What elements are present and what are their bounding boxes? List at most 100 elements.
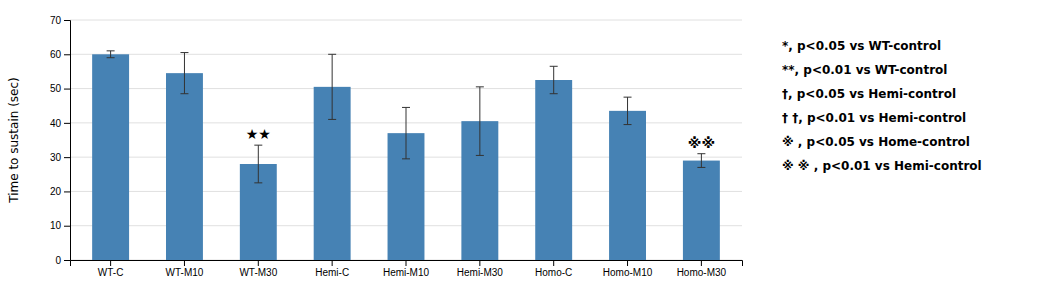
error-bar (550, 66, 558, 93)
error-cap (254, 182, 262, 183)
tick-label: Homo-C (535, 267, 572, 278)
error-line (258, 145, 259, 183)
tick: WT-C (98, 260, 124, 278)
error-line (479, 87, 480, 156)
tick: 0 (55, 255, 70, 266)
tick-mark (64, 54, 70, 55)
tick: 70 (50, 15, 70, 26)
tick: Hemi-M10 (383, 260, 430, 278)
grid-line (70, 20, 742, 21)
marks (92, 51, 720, 260)
tick-mark (406, 260, 407, 266)
error-bar (180, 53, 188, 94)
note: † †, p<0.01 vs Hemi-control (782, 111, 966, 125)
tick-label: 40 (50, 118, 62, 129)
tick-label: 50 (50, 83, 62, 94)
error-cap (328, 119, 336, 120)
error-bar (107, 51, 115, 58)
tick-label: 30 (50, 152, 62, 163)
tick-mark (64, 226, 70, 227)
chart: 0 10 20 30 40 50 60 70 WT-C WT-M10 WT-M30 Hemi-C Hem… (0, 0, 1062, 300)
tick-mark (64, 260, 70, 261)
tick: 50 (50, 83, 70, 94)
error-cap (328, 54, 336, 55)
tick: WT-M30 (239, 260, 277, 278)
annotation: ※※ (688, 135, 715, 151)
error-cap (107, 50, 115, 51)
tick-mark (64, 20, 70, 21)
tick-label: 70 (50, 15, 62, 26)
tick-label: 20 (50, 186, 62, 197)
error-cap (476, 86, 484, 87)
error-bar (254, 145, 262, 183)
note: †, p<0.05 vs Hemi-control (782, 87, 956, 101)
bar (609, 111, 646, 260)
error-line (332, 54, 333, 119)
error-line (110, 51, 111, 58)
tick-mark (64, 89, 70, 90)
error-cap (402, 107, 410, 108)
error-cap (550, 93, 558, 94)
tick-label: WT-C (98, 267, 124, 278)
tick-label: 0 (55, 255, 61, 266)
tick: WT-M10 (166, 260, 204, 278)
bar (92, 54, 129, 260)
error-cap (697, 167, 705, 168)
tick-mark (64, 123, 70, 124)
tick-label: 10 (50, 220, 62, 231)
bar (535, 80, 572, 260)
tick-mark (258, 260, 259, 266)
error-bar (624, 97, 632, 124)
tick-mark (479, 260, 480, 266)
error-bar (476, 87, 484, 156)
tick: 40 (50, 118, 70, 129)
tick-label: Hemi-M10 (383, 267, 430, 278)
tick-mark (110, 260, 111, 266)
x-axis: WT-C WT-M10 WT-M30 Hemi-C Hemi-M10 Hemi-M30 Ho… (71, 260, 743, 278)
tick-label: Homo-M30 (677, 267, 727, 278)
bar (166, 73, 203, 260)
error-cap (476, 155, 484, 156)
tick: 20 (50, 186, 70, 197)
note: **, p<0.01 vs WT-control (782, 63, 947, 77)
note: *, p<0.05 vs WT-control (782, 39, 941, 53)
tick-label: Hemi-C (315, 267, 349, 278)
error-cap (550, 66, 558, 67)
tick-mark (64, 191, 70, 192)
grid (70, 20, 742, 260)
error-cap (624, 124, 632, 125)
tick: Homo-C (535, 260, 572, 278)
tick-mark (332, 260, 333, 266)
tick-label: WT-M10 (166, 267, 204, 278)
error-cap (180, 93, 188, 94)
y-axis-title: Time to sustain (sec) (7, 77, 21, 204)
error-cap (402, 158, 410, 159)
tick-mark (184, 260, 185, 266)
note: ※ ※ , p<0.01 vs Hemi-control (782, 159, 982, 173)
tick: 10 (50, 220, 70, 231)
error-cap (107, 57, 115, 58)
tick-mark (701, 260, 702, 266)
grid-line (70, 54, 742, 55)
plot: 0 10 20 30 40 50 60 70 WT-C WT-M10 WT-M30 Hemi-C Hem… (50, 15, 743, 278)
tick-label: 60 (50, 49, 62, 60)
tick: Homo-M30 (677, 260, 727, 278)
tick: 30 (50, 152, 70, 163)
error-cap (180, 52, 188, 53)
error-line (627, 97, 628, 124)
error-cap (697, 153, 705, 154)
error-bar (697, 154, 705, 168)
error-line (184, 53, 185, 94)
axis-line (71, 261, 743, 267)
tick-mark (64, 157, 70, 158)
error-line (406, 107, 407, 158)
tick-label: WT-M30 (239, 267, 277, 278)
error-bar (328, 54, 336, 119)
tick-mark (627, 260, 628, 266)
tick-label: Hemi-M30 (457, 267, 504, 278)
y-axis: 0 10 20 30 40 50 60 70 (50, 15, 71, 266)
error-cap (254, 145, 262, 146)
error-line (553, 66, 554, 93)
tick: Homo-M10 (603, 260, 653, 278)
tick: Hemi-M30 (457, 260, 504, 278)
